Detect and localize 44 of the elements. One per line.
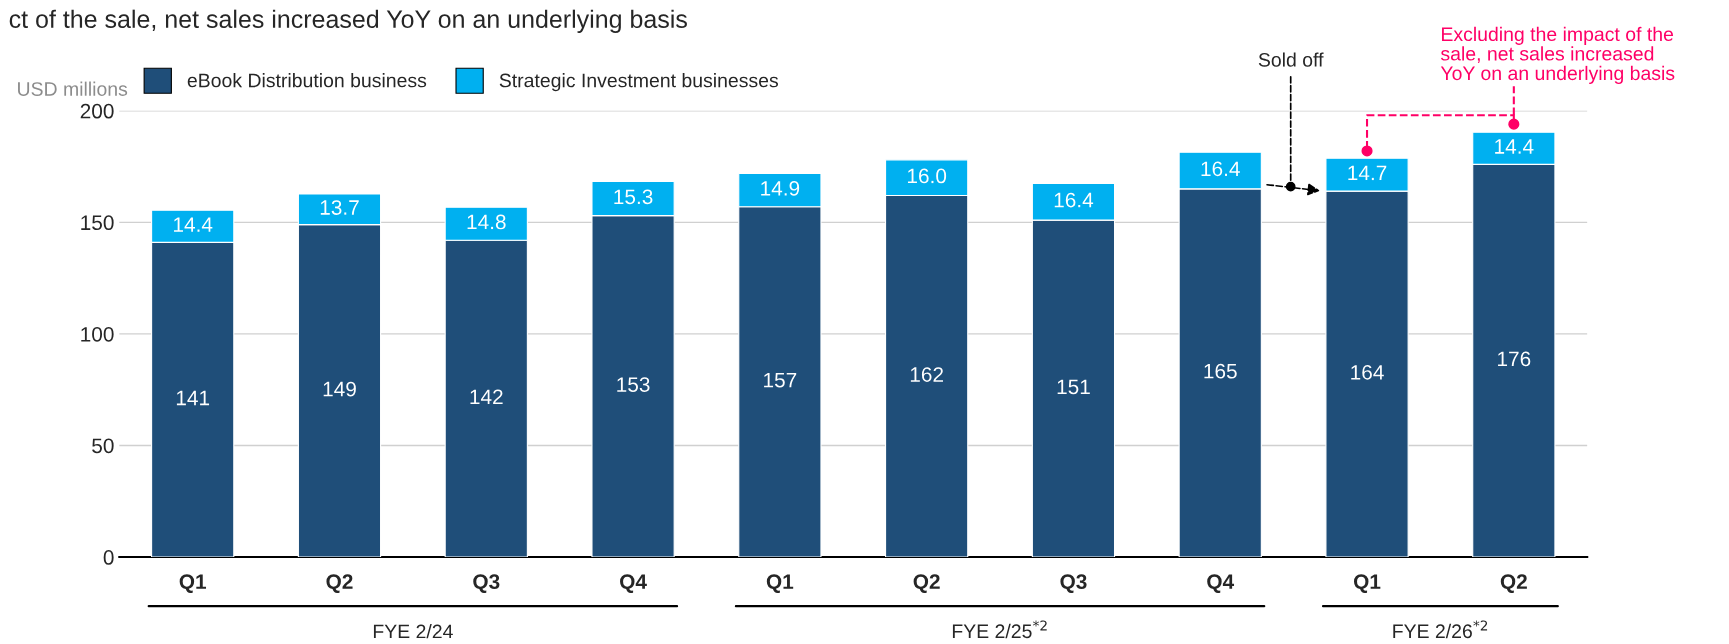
data-label: 157 bbox=[764, 372, 797, 388]
y-tick-label: 0 bbox=[103, 550, 114, 565]
x-tick-label: Q4 bbox=[620, 574, 647, 593]
data-label: 15.3 bbox=[614, 189, 653, 205]
x-tick-label: Q1 bbox=[766, 574, 794, 593]
y-axis-title: USD millions bbox=[18, 81, 128, 96]
x-tick-label: Q3 bbox=[1060, 574, 1087, 593]
y-tick-label: 150 bbox=[81, 215, 114, 231]
data-label: 14.8 bbox=[467, 214, 506, 230]
data-label: 165 bbox=[1204, 363, 1237, 379]
data-label: 141 bbox=[176, 390, 210, 406]
x-tick-label: Q1 bbox=[179, 574, 207, 593]
data-label: 164 bbox=[1351, 364, 1384, 380]
x-tick-label: Q2 bbox=[913, 574, 940, 593]
text: FYE 2/25$^{*2}$ bbox=[952, 620, 1047, 639]
text: FYE 2/24 bbox=[373, 624, 453, 639]
y-tick-label: 100 bbox=[81, 326, 114, 342]
y-tick-label: 50 bbox=[92, 438, 114, 454]
legend-label: eBook Distribution business bbox=[187, 73, 427, 88]
data-label: 16.4 bbox=[1054, 192, 1094, 208]
data-label: 162 bbox=[910, 367, 943, 382]
data-label: 176 bbox=[1498, 351, 1531, 367]
text: Excluding the impact of the sale, net sales increased YoY on an underlying basis bbox=[1440, 26, 1675, 84]
y-tick-label: 200 bbox=[80, 103, 114, 119]
x-tick-label: Q2 bbox=[326, 574, 353, 593]
data-label: 142 bbox=[470, 389, 503, 405]
x-tick-label: Q4 bbox=[1207, 574, 1235, 593]
data-label: 14.4 bbox=[1495, 139, 1534, 154]
data-label: 16.4 bbox=[1201, 161, 1240, 177]
x-tick-label: Q1 bbox=[1354, 574, 1381, 593]
data-label: 16.0 bbox=[907, 168, 947, 184]
data-label: 14.7 bbox=[1348, 165, 1387, 181]
data-label: 14.4 bbox=[174, 217, 213, 232]
legend-label: Strategic Investment businesses bbox=[499, 73, 779, 92]
data-label: 151 bbox=[1057, 379, 1090, 395]
data-label: 149 bbox=[323, 381, 356, 397]
text: Sold off bbox=[1258, 52, 1324, 67]
data-label: 13.7 bbox=[320, 200, 359, 215]
text: FYE 2/26$^{*2}$ bbox=[1393, 620, 1488, 639]
chart-title: ct of the sale, net sales increased YoY on an underlying basis bbox=[9, 9, 687, 33]
x-tick-label: Q3 bbox=[473, 574, 500, 593]
data-label: 153 bbox=[617, 377, 650, 392]
x-tick-label: Q2 bbox=[1500, 574, 1527, 593]
data-label: 14.9 bbox=[761, 180, 800, 196]
